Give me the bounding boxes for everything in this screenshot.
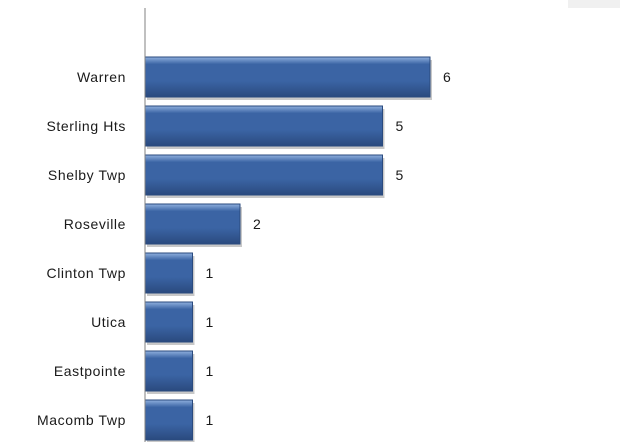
value-labels: 6 5 5 2 1 1 1 1	[206, 69, 452, 428]
category-label: Shelby Twp	[48, 167, 126, 183]
value-label: 1	[206, 412, 214, 428]
bar-eastpointe	[144, 350, 193, 392]
value-label: 1	[206, 314, 214, 330]
value-label: 2	[253, 216, 261, 232]
bar-roseville	[144, 203, 241, 245]
value-label: 5	[396, 167, 404, 183]
bar-macomb-twp	[144, 399, 193, 441]
bars-group	[144, 56, 432, 442]
category-label: Macomb Twp	[37, 412, 126, 428]
category-label: Utica	[91, 314, 126, 330]
category-label: Roseville	[64, 216, 126, 232]
category-label: Clinton Twp	[47, 265, 127, 281]
category-label: Eastpointe	[54, 363, 126, 379]
bar-sterling-hts	[144, 105, 383, 147]
bar-clinton-twp	[144, 252, 193, 294]
corner-artifact	[568, 0, 620, 8]
bar-shelby-twp	[144, 154, 383, 196]
category-label: Warren	[77, 69, 126, 85]
value-label: 1	[206, 265, 214, 281]
category-label: Sterling Hts	[46, 118, 126, 134]
bar-warren	[144, 56, 431, 98]
value-label: 5	[396, 118, 404, 134]
value-label: 1	[206, 363, 214, 379]
category-labels: Warren Sterling Hts Shelby Twp Roseville Cli…	[37, 69, 127, 428]
value-label: 6	[443, 69, 451, 85]
bar-utica	[144, 301, 193, 343]
